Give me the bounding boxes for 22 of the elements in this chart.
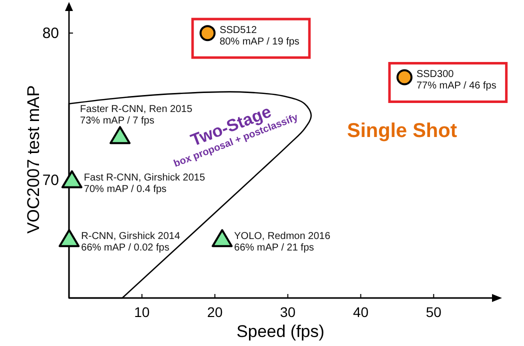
annotation: Faster R-CNN, Ren 2015 73% mAP / 7 fps: [80, 104, 193, 127]
y-tick-label: 70: [42, 172, 59, 190]
y-axis-title: VOC2007 test mAP: [24, 85, 43, 234]
annotation: SSD512 80% mAP / 19 fps: [220, 25, 300, 48]
point: [396, 69, 412, 86]
point: [200, 25, 216, 42]
annotation: YOLO, Redmon 2016 66% mAP / 21 fps: [234, 231, 331, 254]
point: [58, 229, 80, 248]
point: [110, 126, 131, 144]
x-tick-label: 20: [207, 304, 223, 320]
x-tick-label: 50: [426, 304, 442, 320]
annotation: R-CNN, Girshick 2014 66% mAP / 0.02 fps: [81, 231, 180, 254]
annotation: SSD300 77% mAP / 46 fps: [416, 69, 496, 92]
point: [212, 229, 233, 248]
x-axis-title: Speed (fps): [236, 322, 324, 341]
point: [61, 170, 82, 188]
x-tick-label: 10: [134, 304, 150, 320]
x-tick-label: 40: [352, 304, 369, 320]
x-tick-label: 30: [280, 304, 296, 320]
annotation: Single Shot: [347, 120, 458, 142]
annotation: Fast R-CNN, Girshick 2015 70% mAP / 0.4 fps: [84, 172, 206, 195]
y-tick-label: 80: [42, 24, 59, 42]
